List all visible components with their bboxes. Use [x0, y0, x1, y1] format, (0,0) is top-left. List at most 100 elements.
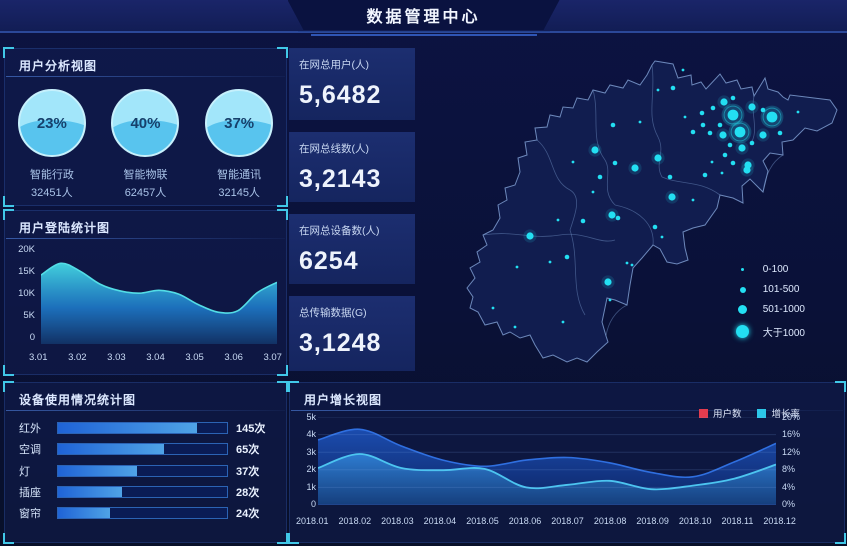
gauge-item: 37% 智能通讯 32145人: [199, 89, 279, 200]
bar-value: 145次: [236, 423, 266, 435]
stat-label: 在网总设备数(人): [299, 225, 380, 237]
panel-login-stats: 用户登陆统计图 20K 15K 10K 5K 0 3.01 3.02 3.03 3.04 3.0…: [3, 209, 288, 376]
stat-card-total-devices: 在网总设备数(人) 6254: [289, 214, 415, 284]
divider: [6, 410, 285, 411]
gauge-item: 23% 智能行政 32451人: [12, 89, 92, 200]
bar-fill: [58, 423, 197, 433]
legend-item-growth-rate[interactable]: 增长率: [757, 406, 800, 420]
liquid-gauge: 23%: [17, 89, 86, 157]
bar-label: 插座: [19, 486, 41, 499]
province-map-svg: [466, 60, 838, 363]
bar-value: 24次: [236, 508, 260, 520]
bar-row: 红外 145次: [19, 421, 274, 435]
login-chart-y-axis: 20K 15K 10K 5K 0: [18, 244, 35, 343]
map-legend-item[interactable]: 大于1000: [735, 324, 805, 339]
login-area-chart: [41, 262, 277, 344]
legend-item-users[interactable]: 用户数: [698, 406, 742, 420]
gauge-percent: 37%: [224, 114, 255, 132]
liquid-gauge: 40%: [111, 89, 180, 157]
gauge-label: 智能物联: [123, 169, 168, 181]
gauge-count: 62457人: [124, 187, 167, 199]
bar-fill: [58, 508, 111, 518]
stat-label: 在网总用户(人): [299, 59, 369, 71]
map-legend-label: 101-500: [762, 284, 800, 295]
stat-card-total-users: 在网总用户(人) 5,6482: [289, 48, 415, 120]
page-title: 数据管理中心: [366, 9, 481, 26]
map-legend-item[interactable]: 501-1000: [735, 304, 805, 315]
stat-cards: 在网总用户(人) 5,6482 在网总线数(人) 3,2143 在网总设备数(人…: [289, 48, 415, 371]
divider: [6, 76, 285, 77]
bar-label: 红外: [19, 423, 41, 435]
stat-value: 6254: [299, 247, 359, 275]
panel-device-usage: 设备使用情况统计图 红外 145次 空调 65次 灯 37次 插座 28次: [3, 381, 288, 544]
gauge-count: 32145人: [218, 187, 260, 199]
bar-track: [57, 485, 228, 498]
gauge-label: 智能通讯: [217, 169, 262, 181]
stat-value: 3,1248: [299, 329, 382, 357]
growth-area-chart: [318, 417, 776, 505]
panel-user-growth: 用户增长视图 用户数 增长率 5k 4k 3k 2k 1k 0: [288, 381, 846, 544]
liquid-gauge: 37%: [205, 89, 274, 157]
map-legend-label: 0-100: [762, 264, 789, 275]
bar-value: 28次: [236, 486, 260, 499]
stat-value: 5,6482: [299, 81, 382, 109]
growth-chart-right-axis: 20% 16% 12% 8% 4% 0%: [782, 412, 801, 509]
bar-track: [57, 422, 228, 434]
legend-swatch: [698, 408, 708, 418]
gauge-wave: [19, 120, 84, 155]
panel-title: 用户登陆统计图: [19, 221, 111, 235]
province-inner-borders: [482, 64, 784, 337]
gauge-label: 智能行政: [29, 169, 74, 181]
gauge-count: 32451人: [31, 187, 73, 199]
login-chart-x-axis: 3.01 3.02 3.03 3.04 3.05 3.06 3.07: [29, 352, 282, 363]
dot-icon: [739, 286, 746, 293]
bar-label: 窗帘: [19, 508, 41, 520]
device-bar-chart: 红外 145次 空调 65次 灯 37次 插座 28次 窗帘: [19, 421, 274, 520]
panel-title: 用户分析视图: [19, 59, 98, 73]
bar-track: [57, 464, 228, 477]
divider: [291, 410, 843, 411]
bar-row: 灯 37次: [19, 464, 274, 478]
legend-label: 增长率: [771, 409, 800, 420]
stat-value: 3,2143: [299, 165, 382, 193]
province-outline: [466, 60, 838, 363]
panel-title: 设备使用情况统计图: [19, 393, 137, 407]
growth-chart-x-axis: 2018.01 2018.02 2018.03 2018.04 2018.05 2018.…: [296, 516, 796, 526]
stat-card-total-data: 总传输数据(G) 3,1248: [289, 296, 415, 371]
header: 数据管理中心: [288, 0, 560, 30]
legend-label: 用户数: [712, 409, 742, 420]
bar-value: 65次: [236, 444, 260, 457]
map-legend-item[interactable]: 101-500: [735, 284, 805, 295]
bar-track: [57, 443, 228, 456]
panel-title: 用户增长视图: [304, 393, 383, 407]
dot-icon: [736, 325, 750, 338]
growth-chart-left-axis: 5k 4k 3k 2k 1k 0: [306, 412, 316, 509]
bar-fill: [58, 444, 165, 455]
gauge-wave: [207, 120, 272, 155]
map-legend: 0-100 101-500 501-1000 大于1000: [735, 264, 805, 339]
stat-label: 总传输数据(G): [299, 307, 367, 319]
stat-label: 在网总线数(人): [299, 143, 369, 155]
gauge-percent: 23%: [36, 114, 67, 132]
bar-row: 窗帘 24次: [19, 506, 274, 520]
bar-label: 灯: [19, 465, 30, 478]
bar-fill: [58, 465, 138, 476]
bar-row: 空调 65次: [19, 442, 274, 456]
gauge-item: 40% 智能物联 62457人: [105, 89, 185, 200]
dot-icon: [741, 268, 745, 271]
header-decoration: [297, 31, 550, 37]
growth-chart-legend: 用户数 增长率: [698, 406, 800, 420]
region-map: 0-100 101-500 501-1000 大于1000: [420, 45, 847, 375]
bar-value: 37次: [236, 465, 260, 478]
map-legend-label: 大于1000: [762, 328, 805, 339]
dot-icon: [738, 305, 748, 314]
divider: [6, 238, 285, 239]
gauge-wave: [113, 120, 178, 155]
map-legend-label: 501-1000: [762, 304, 805, 315]
map-legend-item[interactable]: 0-100: [735, 264, 805, 275]
map-scatter-dots: [491, 68, 800, 329]
legend-swatch: [757, 408, 767, 418]
bar-row: 插座 28次: [19, 485, 274, 499]
gauge-row: 23% 智能行政 32451人 40% 智能物联 62457人 37% 智能通讯…: [5, 89, 286, 200]
